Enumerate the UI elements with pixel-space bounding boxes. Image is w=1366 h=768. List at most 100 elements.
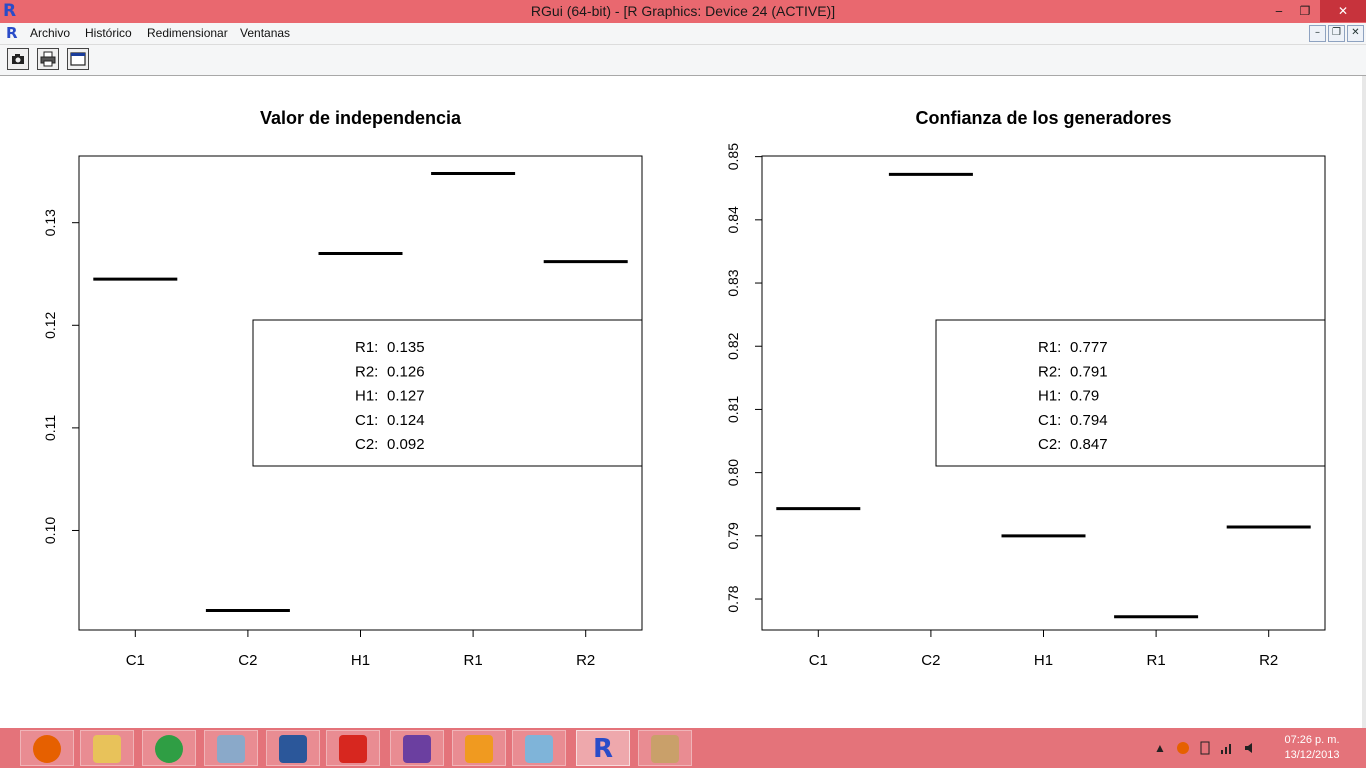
y-tick-label: 0.85: [725, 143, 741, 170]
legend-label: C1:: [355, 412, 378, 429]
taskbar-notepad-button[interactable]: [512, 730, 566, 766]
x-tick-label-h1: H1: [351, 652, 370, 669]
legend-box: [935, 319, 1326, 467]
window-icon: [70, 52, 86, 66]
legend-box: [252, 319, 643, 467]
taskbar-media-player-button[interactable]: [452, 730, 506, 766]
legend-label: R2:: [355, 363, 378, 380]
monitor-icon: [217, 735, 245, 763]
signal-icon: [1221, 744, 1231, 754]
battery-icon: [1200, 741, 1210, 755]
taskbar-chrome-button[interactable]: [142, 730, 196, 766]
graphics-device: Valor de independencia 0.10 0.11 0.12 0.13 C1…: [0, 76, 1362, 728]
taskbar-pen-button[interactable]: [390, 730, 444, 766]
menu-bar: R Archivo Histórico Redimensionar Ventan…: [0, 23, 1366, 45]
camera-icon: [12, 54, 24, 64]
x-tick-label-c1: C1: [126, 652, 145, 669]
r-menu-logo-icon[interactable]: R: [6, 24, 18, 42]
restore-button[interactable]: ❐: [1299, 4, 1311, 18]
x-tick-label-c1: C1: [809, 652, 828, 669]
legend-value: 0.847: [1070, 436, 1108, 453]
notepad-icon: [525, 735, 553, 763]
clock-time: 07:26 p. m.: [1284, 734, 1340, 746]
legend-value: 0.127: [387, 388, 425, 405]
pdf-icon: [339, 735, 367, 763]
legend-label: C2:: [1038, 436, 1061, 453]
printer-icon: [40, 51, 56, 67]
copy-bitmap-button[interactable]: [7, 48, 29, 70]
legend-value: 0.135: [387, 339, 425, 356]
document-icon: [279, 735, 307, 763]
taskbar-file-explorer-button[interactable]: [80, 730, 134, 766]
legend-label: H1:: [1038, 388, 1061, 405]
mdi-close-button[interactable]: ✕: [1347, 25, 1364, 42]
pen-icon: [403, 735, 431, 763]
menu-redimensionar[interactable]: Redimensionar: [147, 26, 228, 40]
x-tick-label-h1: H1: [1034, 652, 1053, 669]
tray-chevron-icon[interactable]: ▲: [1154, 741, 1166, 755]
title-bar: R RGui (64-bit) - [R Graphics: Device 24…: [0, 0, 1366, 23]
r-logo-icon[interactable]: R: [3, 1, 17, 21]
y-tick-label: 0.80: [725, 459, 741, 486]
legend-label: R1:: [355, 339, 378, 356]
window-title: RGui (64-bit) - [R Graphics: Device 24 (…: [530, 3, 836, 19]
media-player-icon: [465, 735, 493, 763]
legend-value: 0.124: [387, 412, 425, 429]
firefox-icon: [33, 735, 61, 763]
legend-value: 0.126: [387, 363, 425, 380]
security-icon: [1177, 742, 1189, 754]
y-tick-label: 0.10: [42, 517, 58, 544]
print-button[interactable]: [37, 48, 59, 70]
legend-value: 0.79: [1070, 388, 1099, 405]
y-tick-label: 0.84: [725, 206, 741, 233]
legend-value: 0.791: [1070, 363, 1108, 380]
taskbar: R ▲ 07:26 p. m. 13/12/2013: [0, 728, 1366, 768]
clock[interactable]: 07:26 p. m. 13/12/2013: [1280, 733, 1344, 763]
y-tick-label: 0.12: [42, 311, 58, 338]
chart-title: Confianza de los generadores: [915, 108, 1171, 128]
menu-ventanas[interactable]: Ventanas: [240, 26, 291, 40]
mdi-minimize-button[interactable]: –: [1309, 25, 1326, 42]
y-tick-label: 0.82: [725, 332, 741, 359]
x-tick-label-r2: R2: [1259, 652, 1278, 669]
legend-label: R2:: [1038, 363, 1061, 380]
taskbar-firefox-button[interactable]: [20, 730, 74, 766]
close-button[interactable]: ✕: [1320, 0, 1366, 22]
legend-value: 0.794: [1070, 412, 1108, 429]
plots-canvas: Valor de independencia 0.10 0.11 0.12 0.13 C1…: [42, 108, 1326, 669]
menu-historico[interactable]: Histórico: [85, 26, 132, 40]
taskbar-document-button[interactable]: [266, 730, 320, 766]
y-tick-label: 0.81: [725, 396, 741, 423]
y-tick-label: 0.79: [725, 522, 741, 549]
taskbar-paint-button[interactable]: [638, 730, 692, 766]
legend-value: 0.092: [387, 436, 425, 453]
system-tray: [1177, 741, 1252, 755]
x-tick-label-c2: C2: [921, 652, 940, 669]
clock-date: 13/12/2013: [1284, 749, 1340, 761]
r-icon: R: [592, 734, 614, 764]
taskbar-r-button[interactable]: R: [576, 730, 630, 766]
legend-value: 0.777: [1070, 339, 1108, 356]
x-tick-label-r1: R1: [464, 652, 483, 669]
y-tick-label: 0.78: [725, 585, 741, 612]
y-tick-label: 0.11: [42, 415, 58, 441]
x-tick-label-r1: R1: [1147, 652, 1166, 669]
taskbar-pdf-button[interactable]: [326, 730, 380, 766]
new-window-button[interactable]: [67, 48, 89, 70]
legend-label: C2:: [355, 436, 378, 453]
x-tick-label-r2: R2: [576, 652, 595, 669]
legend-label: H1:: [355, 388, 378, 405]
x-tick-label-c2: C2: [238, 652, 257, 669]
volume-icon: [1245, 743, 1252, 753]
taskbar-monitor-button[interactable]: [204, 730, 258, 766]
toolbar: [0, 45, 1366, 76]
chrome-icon: [155, 735, 183, 763]
minimize-button[interactable]: ‒: [1275, 4, 1283, 18]
y-tick-label: 0.83: [725, 269, 741, 296]
menu-archivo[interactable]: Archivo: [30, 26, 71, 40]
legend-label: C1:: [1038, 412, 1061, 429]
paint-icon: [651, 735, 679, 763]
file-explorer-icon: [93, 735, 121, 763]
legend-label: R1:: [1038, 339, 1061, 356]
mdi-restore-button[interactable]: ❐: [1328, 25, 1345, 42]
